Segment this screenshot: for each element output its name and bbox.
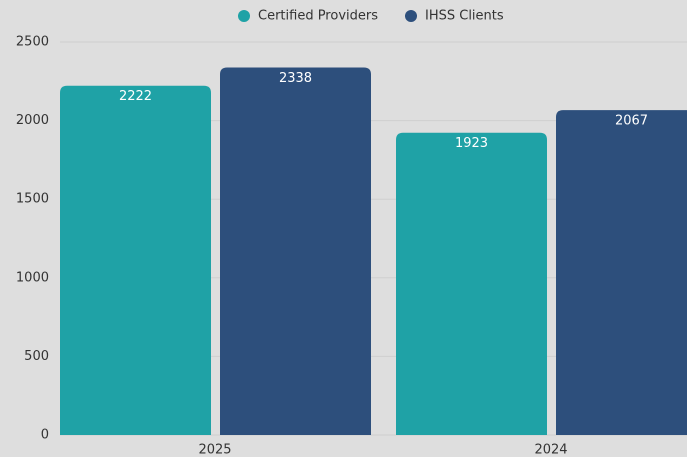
value-label: 1923	[455, 136, 488, 151]
legend-label: IHSS Clients	[425, 9, 504, 24]
bar	[556, 110, 687, 435]
y-tick-label: 2000	[16, 113, 49, 128]
x-tick-label: 2025	[198, 443, 231, 457]
y-tick-label: 2500	[16, 35, 49, 50]
legend-swatch	[238, 10, 250, 22]
legend: Certified Providers IHSS Clients	[238, 9, 504, 24]
y-tick-label: 1500	[16, 192, 49, 207]
legend-label: Certified Providers	[258, 9, 378, 24]
legend-swatch	[405, 10, 417, 22]
bar	[396, 132, 547, 435]
x-tick-label: 2024	[534, 443, 567, 457]
bar	[60, 85, 211, 435]
bar	[220, 67, 371, 435]
value-label: 2222	[119, 89, 152, 104]
y-tick-label: 500	[24, 349, 49, 364]
value-label: 2338	[279, 71, 312, 86]
y-tick-label: 0	[41, 428, 49, 443]
y-tick-label: 1000	[16, 270, 49, 285]
value-label: 2067	[615, 114, 648, 129]
